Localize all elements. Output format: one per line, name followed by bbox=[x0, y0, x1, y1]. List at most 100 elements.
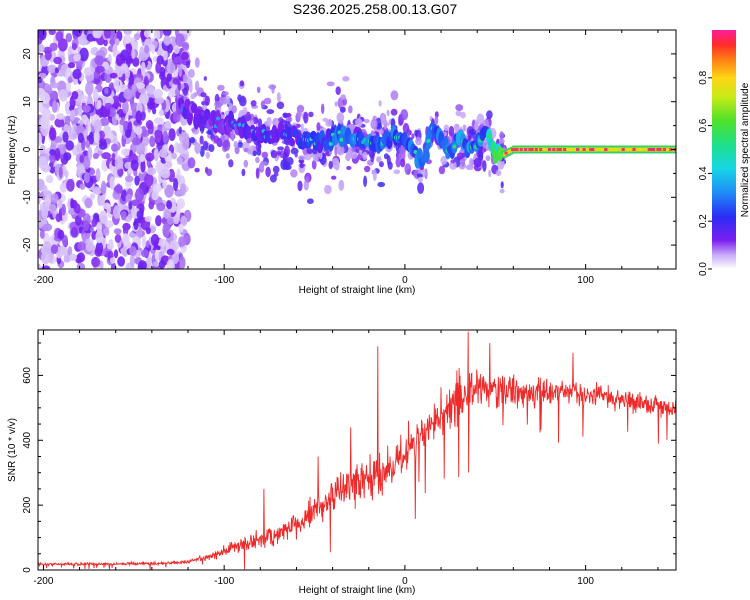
ridge-halo-blob bbox=[290, 169, 298, 178]
noise-blob bbox=[108, 107, 117, 118]
noise-blob bbox=[73, 30, 83, 38]
noise-blob bbox=[114, 234, 122, 243]
ridge-band-mid bbox=[570, 147, 574, 152]
noise-blob bbox=[87, 146, 93, 161]
noise-blob bbox=[180, 183, 187, 196]
snr-y-label: SNR (10 * v/v) bbox=[7, 418, 18, 482]
ridge-halo-blob bbox=[331, 175, 337, 180]
noise-blob bbox=[82, 104, 91, 113]
noise-blob bbox=[84, 197, 93, 209]
ridge-halo-blob bbox=[298, 155, 306, 161]
ridge-band-mid bbox=[613, 147, 617, 152]
noise-blob bbox=[47, 64, 57, 74]
ridge-blob bbox=[204, 108, 211, 119]
colorbar: 0.0 0.2 0.4 0.6 0.8 Normalized spectral ampl… bbox=[698, 30, 750, 276]
ridge-halo-blob bbox=[364, 165, 371, 173]
noise-blob bbox=[129, 253, 136, 268]
noise-blob bbox=[175, 33, 185, 47]
noise-blob bbox=[50, 90, 59, 102]
y-tick-label: -20 bbox=[22, 237, 33, 252]
noise-blob bbox=[100, 180, 107, 195]
ridge-band-mid bbox=[600, 147, 604, 152]
noise-blob bbox=[94, 55, 104, 66]
noise-blob bbox=[113, 228, 122, 235]
colorbar-tick-label: 0.4 bbox=[698, 166, 709, 180]
noise-blob bbox=[144, 216, 152, 222]
ridge-blob bbox=[288, 137, 295, 147]
noise-blob bbox=[42, 223, 53, 232]
ridge-halo-blob bbox=[247, 149, 251, 155]
ridge-halo-blob bbox=[243, 159, 249, 168]
ridge-halo-blob bbox=[370, 151, 375, 163]
ridge-halo-blob bbox=[296, 108, 302, 118]
spectrogram-x-label: Height of straight line (km) bbox=[299, 285, 416, 296]
ridge-halo-blob bbox=[188, 68, 195, 78]
ridge-halo-blob bbox=[376, 156, 382, 163]
ridge-halo-blob bbox=[182, 87, 188, 96]
ridge-band-mid bbox=[618, 147, 622, 152]
noise-blob bbox=[96, 99, 102, 109]
noise-blob bbox=[122, 223, 129, 237]
ridge-halo-blob bbox=[495, 170, 502, 176]
ridge-halo-blob bbox=[225, 153, 230, 159]
noise-blob bbox=[67, 246, 73, 256]
spectrogram-ridge bbox=[175, 97, 676, 169]
ridge-halo-blob bbox=[400, 109, 409, 121]
x-tick-label: 100 bbox=[577, 275, 594, 286]
noise-blob bbox=[153, 88, 164, 98]
noise-blob bbox=[173, 44, 180, 55]
ridge-band-core bbox=[547, 148, 553, 151]
ridge-halo-blob bbox=[334, 146, 338, 157]
ridge-halo-blob bbox=[306, 148, 313, 155]
ridge-halo-blob bbox=[280, 159, 288, 171]
noise-blob bbox=[54, 67, 59, 74]
ridge-halo-blob bbox=[362, 151, 368, 160]
noise-blob bbox=[99, 210, 108, 224]
noise-blob bbox=[120, 210, 127, 221]
noise-blob bbox=[48, 30, 56, 36]
ridge-halo-blob bbox=[336, 112, 345, 123]
noise-blob bbox=[172, 233, 177, 241]
colorbar-tick-label: 0.0 bbox=[698, 262, 709, 276]
noise-blob bbox=[125, 193, 132, 203]
noise-blob bbox=[166, 248, 175, 256]
ridge-halo-blob bbox=[499, 188, 505, 194]
ridge-band-core bbox=[558, 148, 564, 151]
noise-blob bbox=[168, 128, 176, 142]
snr-frame bbox=[37, 329, 677, 571]
noise-blob bbox=[154, 250, 160, 261]
ridge-halo-blob bbox=[250, 100, 257, 107]
noise-blob bbox=[178, 223, 184, 233]
noise-blob bbox=[140, 249, 150, 258]
ridge-halo-blob bbox=[462, 124, 467, 132]
ridge-halo-blob bbox=[177, 81, 182, 91]
ridge-halo-blob bbox=[355, 118, 363, 127]
y-tick-label: 400 bbox=[22, 431, 33, 448]
noise-blob bbox=[77, 256, 83, 264]
ridge-halo-blob bbox=[202, 140, 209, 151]
noise-blob bbox=[135, 110, 142, 124]
noise-blob bbox=[82, 220, 90, 231]
ridge-halo-blob bbox=[270, 150, 278, 159]
noise-blob bbox=[83, 172, 90, 184]
x-tick-label: 0 bbox=[402, 576, 408, 587]
ridge-halo-blob bbox=[272, 165, 280, 174]
ridge-halo-blob bbox=[200, 92, 207, 98]
noise-blob bbox=[77, 241, 86, 251]
noise-blob bbox=[101, 152, 111, 160]
ridge-halo-blob bbox=[185, 60, 191, 69]
spectrogram-y-label: Frequency (Hz) bbox=[7, 116, 18, 185]
noise-blob bbox=[58, 89, 69, 102]
ridge-halo-blob bbox=[348, 105, 353, 114]
noise-blob bbox=[38, 191, 41, 198]
noise-blob bbox=[112, 262, 117, 269]
noise-blob bbox=[79, 154, 85, 164]
ridge-halo-blob bbox=[242, 107, 248, 115]
noise-blob bbox=[51, 100, 58, 113]
noise-blob bbox=[145, 120, 154, 130]
noise-blob bbox=[38, 100, 43, 112]
snr-plot-area bbox=[38, 330, 676, 570]
noise-blob bbox=[56, 113, 65, 120]
noise-blob bbox=[38, 44, 45, 53]
noise-blob bbox=[140, 61, 146, 76]
